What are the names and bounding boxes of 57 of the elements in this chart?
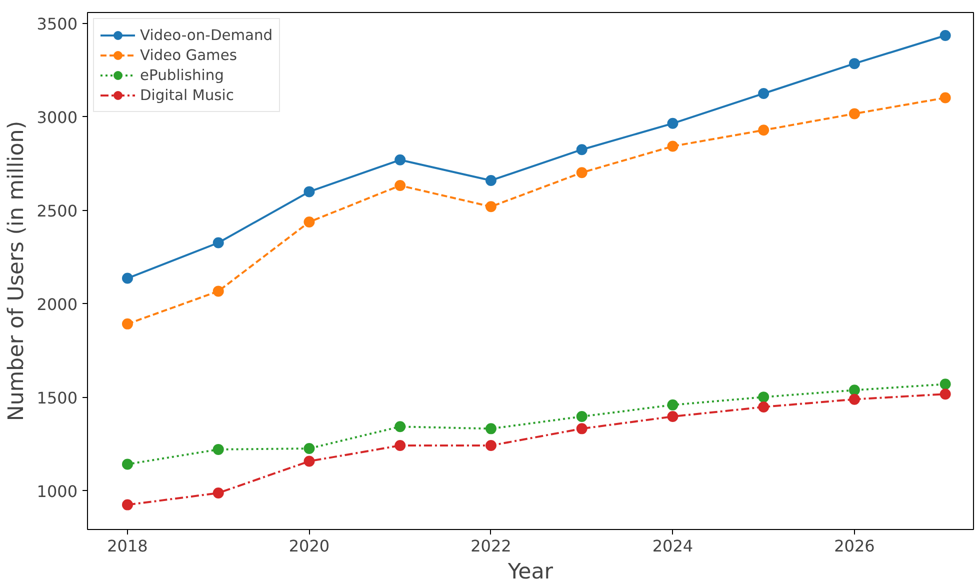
- point: [394, 180, 406, 192]
- point: [485, 423, 496, 434]
- point: [122, 272, 133, 284]
- point: [485, 440, 496, 452]
- legend-label: Video-on-Demand: [140, 26, 273, 44]
- point: [848, 394, 860, 405]
- y-tick-label: 3000: [36, 108, 78, 127]
- point: [122, 499, 133, 510]
- x-tick-label: 2018: [107, 536, 148, 556]
- point: [667, 399, 678, 410]
- x-axis-title: Year: [506, 560, 554, 584]
- point: [304, 456, 315, 467]
- point: [940, 378, 951, 390]
- point: [394, 421, 406, 432]
- point: [304, 216, 315, 228]
- point: [304, 186, 315, 198]
- point: [758, 392, 770, 403]
- point: [848, 384, 860, 396]
- point: [576, 411, 588, 422]
- legend-label: Video Games: [140, 46, 237, 64]
- point: [848, 108, 860, 120]
- point: [212, 237, 224, 248]
- point: [304, 443, 315, 454]
- y-axis-title: Number of Users (in million): [4, 120, 29, 422]
- x-tick-label: 2024: [652, 536, 694, 556]
- point: [667, 411, 678, 422]
- legend-label: ePublishing: [140, 66, 224, 84]
- point: [394, 440, 406, 452]
- point: [212, 286, 224, 297]
- y-tick-label: 3500: [36, 14, 78, 34]
- point: [485, 201, 496, 212]
- point: [758, 88, 770, 99]
- y-tick-label: 2000: [36, 294, 78, 314]
- point: [576, 423, 588, 434]
- point: [758, 401, 770, 412]
- point: [940, 92, 951, 104]
- point: [667, 140, 678, 152]
- point: [394, 154, 406, 166]
- x-tick-label: 2022: [470, 536, 512, 556]
- x-tick-label: 2026: [834, 536, 875, 556]
- legend-label: Digital Music: [140, 86, 234, 104]
- point: [122, 318, 133, 330]
- point: [576, 167, 588, 178]
- point: [758, 124, 770, 136]
- point: [667, 118, 678, 129]
- point: [122, 458, 133, 470]
- point: [576, 144, 588, 156]
- y-tick-label: 1000: [36, 482, 78, 501]
- y-tick-label: 1500: [36, 388, 78, 408]
- x-tick-label: 2020: [288, 536, 330, 556]
- point: [940, 30, 951, 41]
- point: [940, 388, 951, 400]
- point: [485, 174, 496, 186]
- point: [212, 488, 224, 499]
- point: [212, 444, 224, 455]
- point: [848, 58, 860, 70]
- y-tick-label: 2500: [36, 201, 78, 220]
